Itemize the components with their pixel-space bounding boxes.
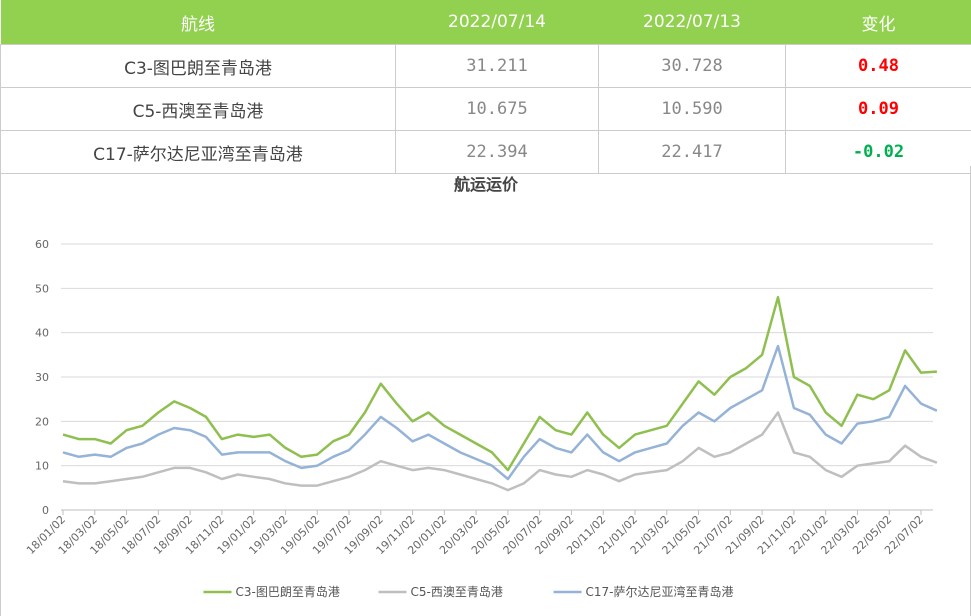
y-tick-label: 50 — [35, 282, 49, 295]
y-tick-label: 40 — [35, 327, 49, 340]
table-cell: C5-西澳至青岛港 — [0, 87, 396, 131]
y-tick-label: 60 — [35, 238, 49, 251]
y-tick-label: 30 — [35, 371, 49, 384]
header-cell: 2022/07/14 — [448, 12, 546, 32]
y-tick-label: 0 — [42, 504, 49, 517]
table-row: C17-萨尔达尼亚湾至青岛港 22.394 22.417 -0.02 — [0, 130, 971, 174]
y-tick-label: 10 — [35, 460, 49, 473]
table-cell: 0.48 — [785, 44, 971, 88]
series-line — [62, 295, 937, 472]
legend-label: C3-图巴朗至青岛港 — [236, 584, 340, 599]
price-table: 航线 2022/07/14 2022/07/13 变化 C3-图巴朗至青岛港 31.21… — [0, 0, 971, 174]
table-cell: C3-图巴朗至青岛港 — [0, 44, 396, 88]
series-line — [62, 411, 938, 492]
legend-label: C5-西澳至青岛港 — [411, 584, 503, 599]
series-line — [62, 344, 938, 481]
table-cell: 10.675 — [395, 87, 599, 131]
legend-label: C17-萨尔达尼亚湾至青岛港 — [586, 584, 734, 599]
table-cell: 31.211 — [395, 44, 599, 88]
chart-title: 航运运价 — [454, 175, 519, 194]
table-row: C3-图巴朗至青岛港 31.211 30.728 0.48 — [0, 44, 971, 88]
table-cell: 30.728 — [598, 44, 786, 88]
table-cell: 22.394 — [395, 130, 599, 174]
table-cell: 10.590 — [598, 87, 786, 131]
table-cell: C17-萨尔达尼亚湾至青岛港 — [0, 130, 396, 174]
y-tick-label: 20 — [35, 415, 49, 428]
table-cell: 0.09 — [785, 87, 971, 131]
table-row: C5-西澳至青岛港 10.675 10.590 0.09 — [0, 87, 971, 131]
table-header: 航线 2022/07/14 2022/07/13 变化 — [0, 0, 971, 45]
table-cell: -0.02 — [785, 130, 971, 174]
header-cell: 航线 — [181, 14, 215, 35]
chart: 航运运价 010203040506018/01/0218/03/0218/05/… — [0, 166, 971, 616]
header-cell: 2022/07/13 — [643, 12, 741, 32]
header-cell: 变化 — [861, 14, 896, 35]
